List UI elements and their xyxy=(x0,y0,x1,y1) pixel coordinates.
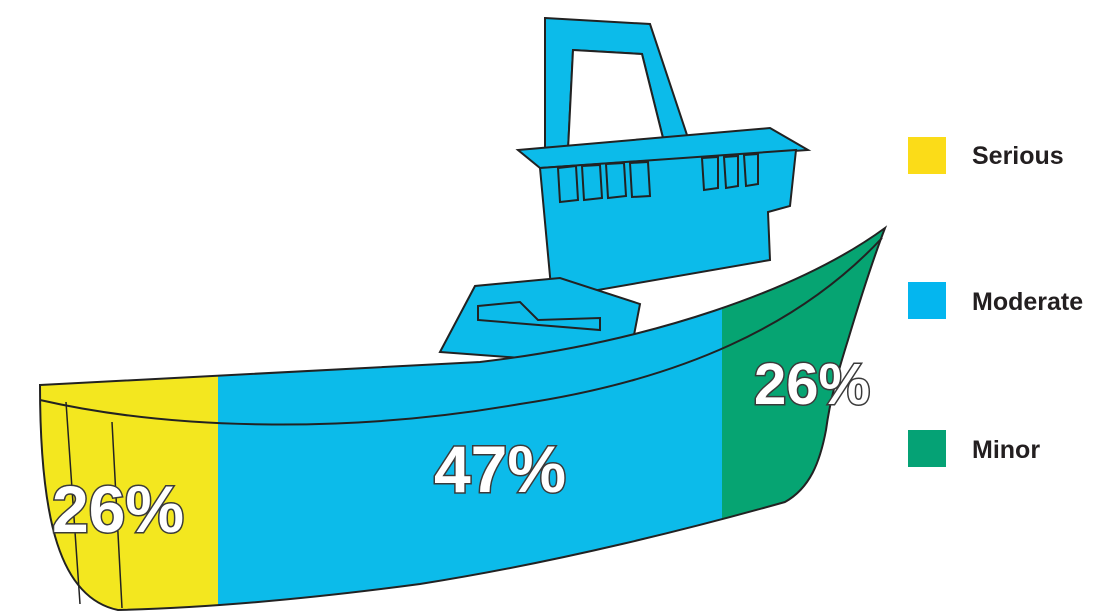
transom-lines xyxy=(65,401,123,609)
legend-swatch-minor xyxy=(908,430,946,467)
legend-swatch-serious xyxy=(908,137,946,174)
legend-label-serious: Serious xyxy=(972,142,1064,170)
value-label-minor: 26% xyxy=(754,352,870,417)
legend: Serious Moderate Minor xyxy=(908,137,1083,467)
legend-label-minor: Minor xyxy=(972,436,1040,464)
legend-swatch-moderate xyxy=(908,282,946,319)
hull-outline xyxy=(38,225,888,612)
cabin-roof xyxy=(515,126,812,170)
hull-rail xyxy=(39,237,883,426)
cabin-windows xyxy=(556,152,759,204)
value-label-serious: 26% xyxy=(52,472,184,546)
cabin xyxy=(438,16,812,368)
deck-hatch xyxy=(477,300,601,332)
value-label-moderate: 47% xyxy=(434,432,566,506)
legend-label-moderate: Moderate xyxy=(972,288,1083,316)
